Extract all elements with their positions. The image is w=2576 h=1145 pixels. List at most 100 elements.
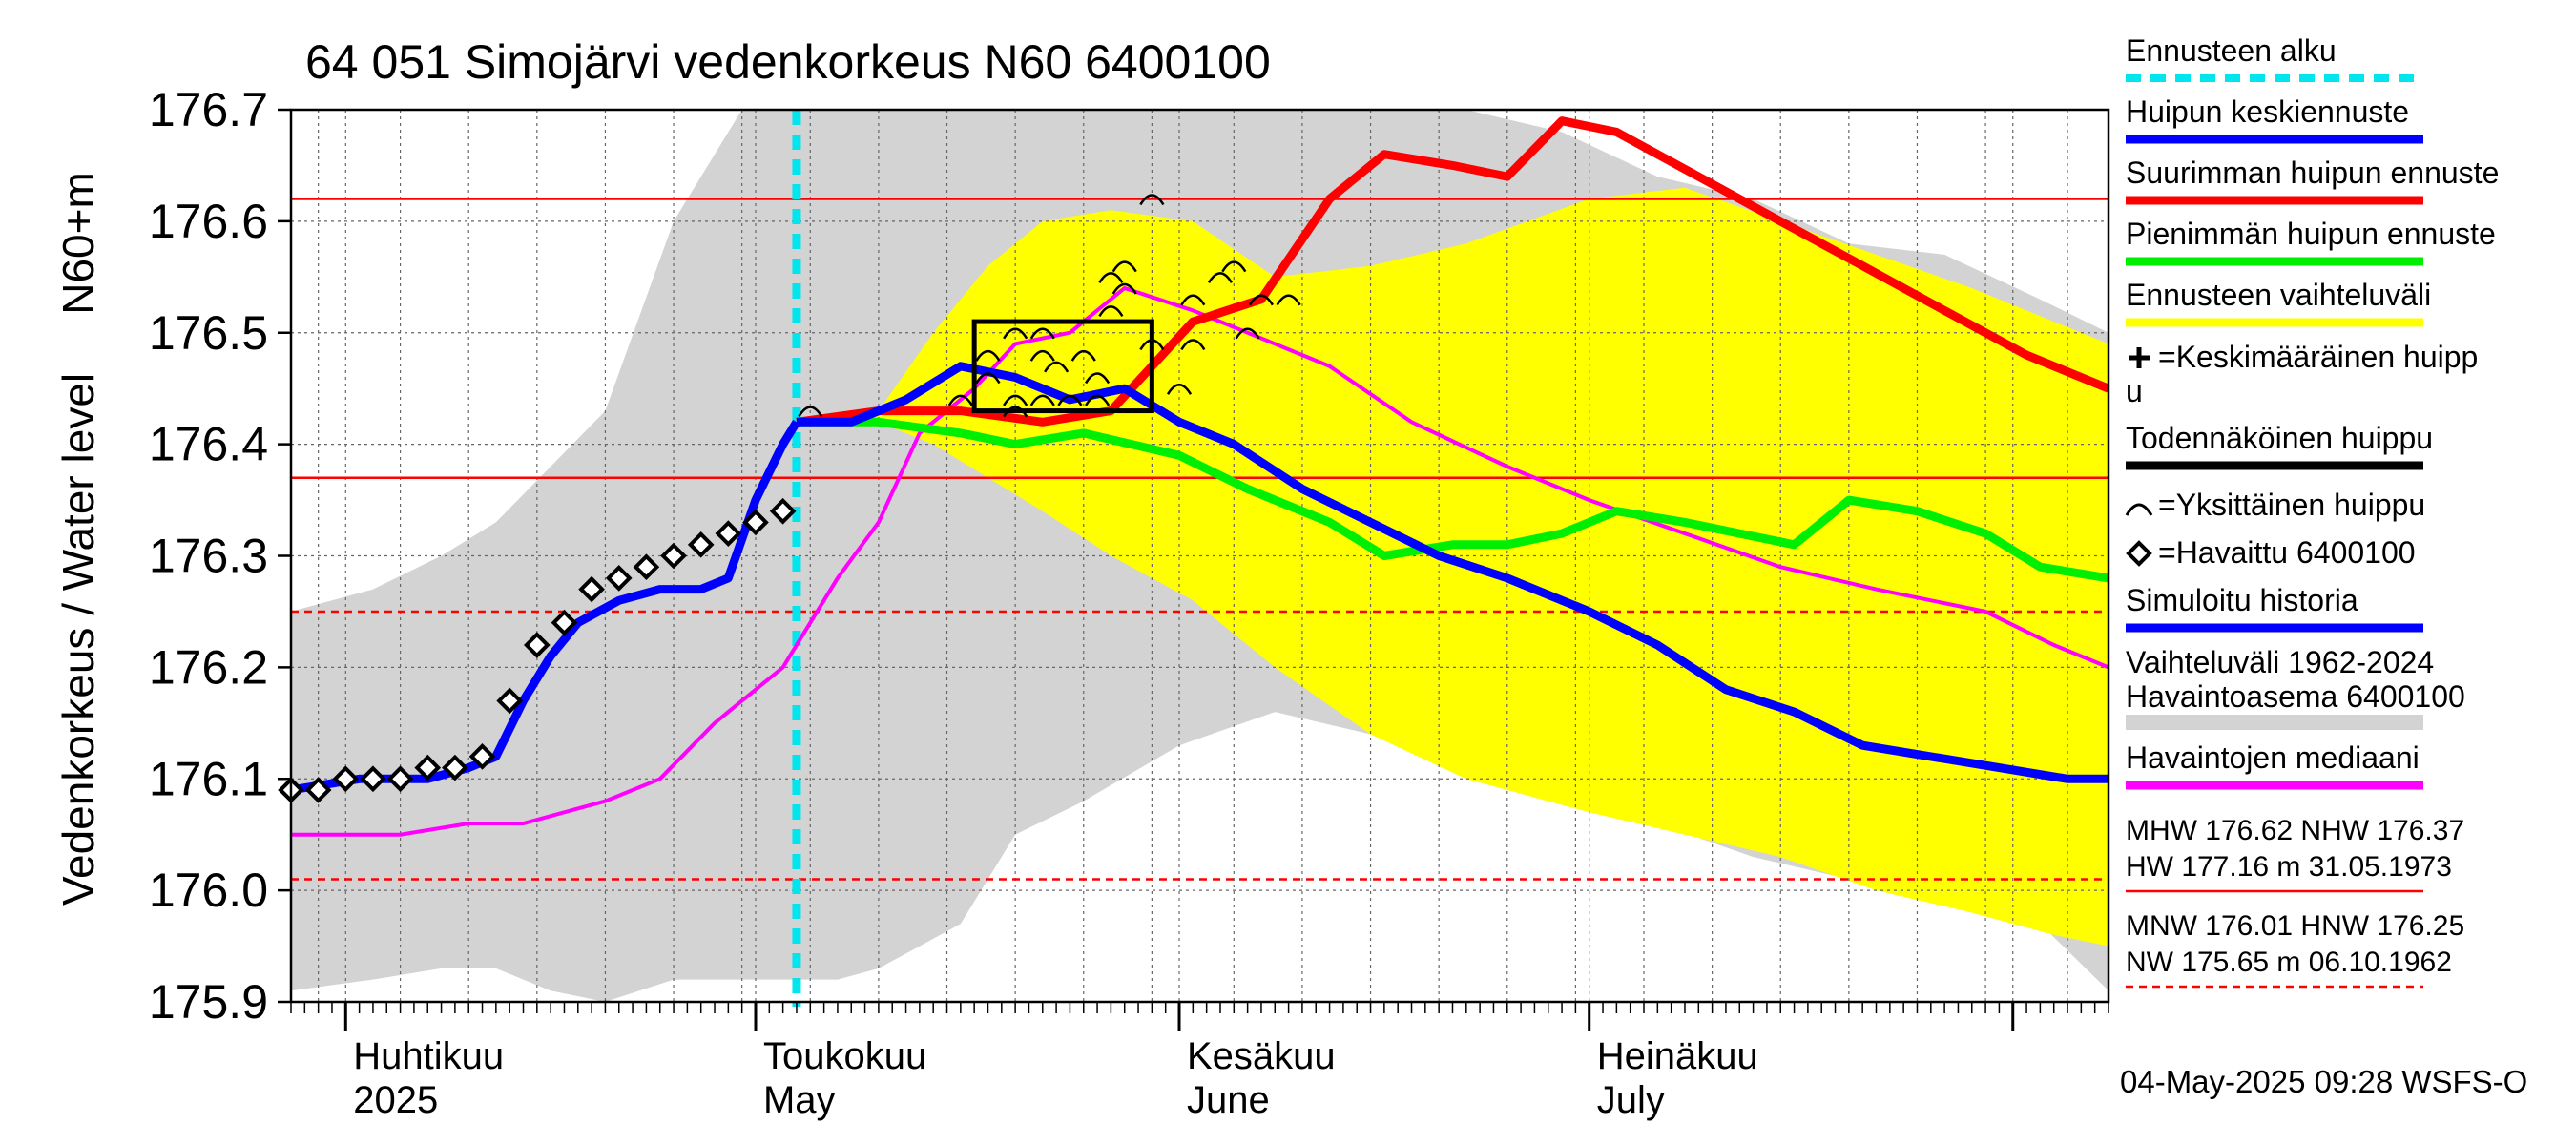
single-peak-marker (947, 394, 973, 406)
x-month-sublabel: 2025 (353, 1079, 438, 1121)
single-peak-marker (1044, 361, 1070, 373)
legend-label: Havaintoasema 6400100 (2126, 679, 2465, 714)
observed-marker (414, 754, 442, 781)
legend-label: Suurimman huipun ennuste (2126, 156, 2499, 190)
observed-marker (332, 765, 360, 793)
legend-label: Vaihteluväli 1962-2024 (2126, 645, 2434, 679)
single-peak-marker (1235, 327, 1260, 340)
y-axis-unit-label: N60+m (53, 172, 103, 315)
observed-marker (496, 687, 524, 715)
single-peak-marker (1085, 394, 1111, 406)
footer-timestamp: 04-May-2025 09:28 WSFS-O (2120, 1064, 2527, 1099)
y-axis-ticks: 175.9 176.0 176.1 176.2 176.3 176.4 176.5 176.6… (149, 83, 291, 1029)
observed-marker (742, 509, 769, 536)
observed-marker (715, 520, 742, 547)
x-month-label: Huhtikuu (353, 1035, 504, 1077)
y-tick-label: 176.5 (149, 306, 268, 360)
y-tick-label: 176.2 (149, 640, 268, 694)
observed-marker (523, 632, 551, 658)
legend-label: Ennusteen alku (2126, 33, 2337, 68)
legend-label: Huipun keskiennuste (2126, 94, 2409, 129)
observed-marker (687, 531, 715, 558)
legend-plus-icon (2129, 347, 2150, 368)
single-peak-markers (798, 194, 1301, 418)
single-peak-marker (1180, 294, 1206, 306)
y-tick-label: 175.9 (149, 975, 268, 1029)
x-month-sublabel: May (763, 1079, 836, 1121)
min-forecast-line (797, 417, 2109, 583)
single-peak-marker (1029, 327, 1055, 340)
legend-label: Simuloitu historia (2126, 583, 2358, 617)
observed-marker (360, 765, 386, 793)
y-axis-label: Vedenkorkeus / Water level (53, 373, 103, 906)
legend-label: =Havaittu 6400100 (2158, 535, 2416, 570)
x-month-sublabel: July (1597, 1079, 1665, 1121)
observed-marker (386, 765, 414, 793)
reference-lines (291, 110, 2109, 1007)
stats-line: MNW 176.01 HNW 176.25 (2126, 910, 2464, 942)
single-peak-marker (1003, 327, 1028, 340)
single-peak-marker (1070, 349, 1096, 362)
single-peak-marker (1180, 339, 1206, 351)
median-line (291, 285, 2109, 837)
y-tick-label: 176.0 (149, 864, 268, 917)
stats-line: NW 175.65 m 06.10.1962 (2126, 947, 2452, 978)
x-month-label: Kesäkuu (1187, 1035, 1336, 1077)
y-tick-label: 176.1 (149, 752, 268, 805)
single-peak-marker (1029, 349, 1055, 362)
y-tick-label: 176.4 (149, 418, 268, 471)
chart-title: 64 051 Simojärvi vedenkorkeus N60 640010… (305, 35, 1271, 89)
observed-marker (442, 754, 468, 781)
observed-marker (551, 609, 578, 636)
single-peak-marker (1139, 194, 1165, 206)
y-tick-label: 176.7 (149, 83, 268, 136)
single-peak-marker (1098, 272, 1124, 283)
legend-label: Pienimmän huipun ennuste (2126, 217, 2496, 251)
legend-label: Havaintojen mediaani (2126, 740, 2420, 775)
observed-marker (304, 777, 332, 803)
legend-label: =Yksittäinen huippu (2158, 488, 2425, 522)
single-peak-marker (1248, 294, 1275, 306)
observed-marker (605, 565, 633, 592)
max-forecast-line (796, 116, 2109, 427)
single-peak-marker (1221, 260, 1247, 273)
observed-markers (278, 497, 797, 803)
legend-label: =Keskimääräinen huipp (2158, 340, 2478, 374)
legend-label: Todennäköinen huippu (2126, 421, 2433, 455)
single-peak-marker (1111, 282, 1137, 295)
x-month-sublabel: June (1187, 1079, 1270, 1121)
y-tick-label: 176.6 (149, 195, 268, 248)
single-peak-marker (1276, 294, 1301, 306)
single-peak-marker (1057, 394, 1083, 406)
observed-marker (769, 497, 797, 525)
observed-marker (468, 743, 496, 770)
single-peak-marker (1139, 339, 1165, 351)
mean-forecast-line (797, 362, 2109, 783)
single-peak-marker (1207, 272, 1234, 283)
grid-lines (291, 109, 2109, 1003)
observed-marker (578, 575, 605, 603)
single-peak-marker (975, 349, 1001, 362)
probable-peak-box (971, 319, 1154, 414)
stats-line: MHW 176.62 NHW 176.37 (2126, 815, 2464, 846)
legend-label: Ennusteen vaihteluväli (2126, 278, 2431, 312)
observed-marker (660, 542, 687, 570)
single-peak-marker (798, 406, 823, 418)
single-peak-marker (975, 372, 1001, 385)
single-peak-marker (1003, 406, 1028, 418)
single-peak-marker (1029, 394, 1055, 406)
legend: Ennusteen alku Huipun keskiennuste Suurimm… (2125, 33, 2499, 989)
x-month-label: Toukokuu (763, 1035, 926, 1077)
observed-marker (633, 553, 660, 581)
single-peak-marker (1003, 394, 1028, 406)
legend-diamond-icon (2126, 540, 2152, 567)
legend-label: u (2126, 374, 2143, 408)
y-tick-label: 176.3 (149, 530, 268, 583)
single-peak-marker (1111, 260, 1137, 273)
legend-arc-icon (2125, 503, 2153, 516)
single-peak-marker (1085, 372, 1111, 385)
single-peak-marker (1166, 383, 1193, 395)
stats-line: HW 177.16 m 31.05.1973 (2126, 851, 2452, 883)
